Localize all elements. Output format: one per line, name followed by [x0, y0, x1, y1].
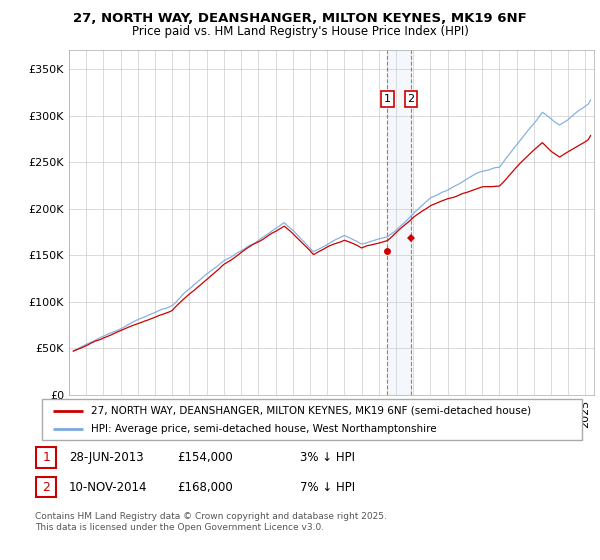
Text: 1: 1 [384, 94, 391, 104]
Text: £168,000: £168,000 [177, 480, 233, 494]
Text: HPI: Average price, semi-detached house, West Northamptonshire: HPI: Average price, semi-detached house,… [91, 424, 436, 434]
Text: £154,000: £154,000 [177, 451, 233, 464]
FancyBboxPatch shape [42, 399, 582, 440]
Text: Contains HM Land Registry data © Crown copyright and database right 2025.
This d: Contains HM Land Registry data © Crown c… [35, 512, 386, 532]
Text: Price paid vs. HM Land Registry's House Price Index (HPI): Price paid vs. HM Land Registry's House … [131, 25, 469, 38]
Text: 27, NORTH WAY, DEANSHANGER, MILTON KEYNES, MK19 6NF: 27, NORTH WAY, DEANSHANGER, MILTON KEYNE… [73, 12, 527, 25]
FancyBboxPatch shape [36, 477, 56, 497]
Text: 2: 2 [42, 480, 50, 494]
Text: 7% ↓ HPI: 7% ↓ HPI [300, 480, 355, 494]
Text: 2: 2 [407, 94, 415, 104]
Text: 28-JUN-2013: 28-JUN-2013 [69, 451, 143, 464]
Text: 3% ↓ HPI: 3% ↓ HPI [300, 451, 355, 464]
Text: 1: 1 [42, 451, 50, 464]
Text: 10-NOV-2014: 10-NOV-2014 [69, 480, 148, 494]
Text: 27, NORTH WAY, DEANSHANGER, MILTON KEYNES, MK19 6NF (semi-detached house): 27, NORTH WAY, DEANSHANGER, MILTON KEYNE… [91, 405, 531, 416]
FancyBboxPatch shape [36, 447, 56, 468]
Bar [387, 50, 411, 395]
